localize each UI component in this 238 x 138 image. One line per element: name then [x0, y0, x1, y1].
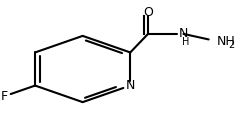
- Text: O: O: [143, 6, 153, 19]
- Text: N: N: [179, 27, 188, 40]
- Text: H: H: [182, 37, 189, 47]
- Text: N: N: [126, 79, 135, 92]
- Text: 2: 2: [229, 40, 235, 50]
- Text: F: F: [1, 90, 8, 103]
- Text: NH: NH: [217, 35, 236, 48]
